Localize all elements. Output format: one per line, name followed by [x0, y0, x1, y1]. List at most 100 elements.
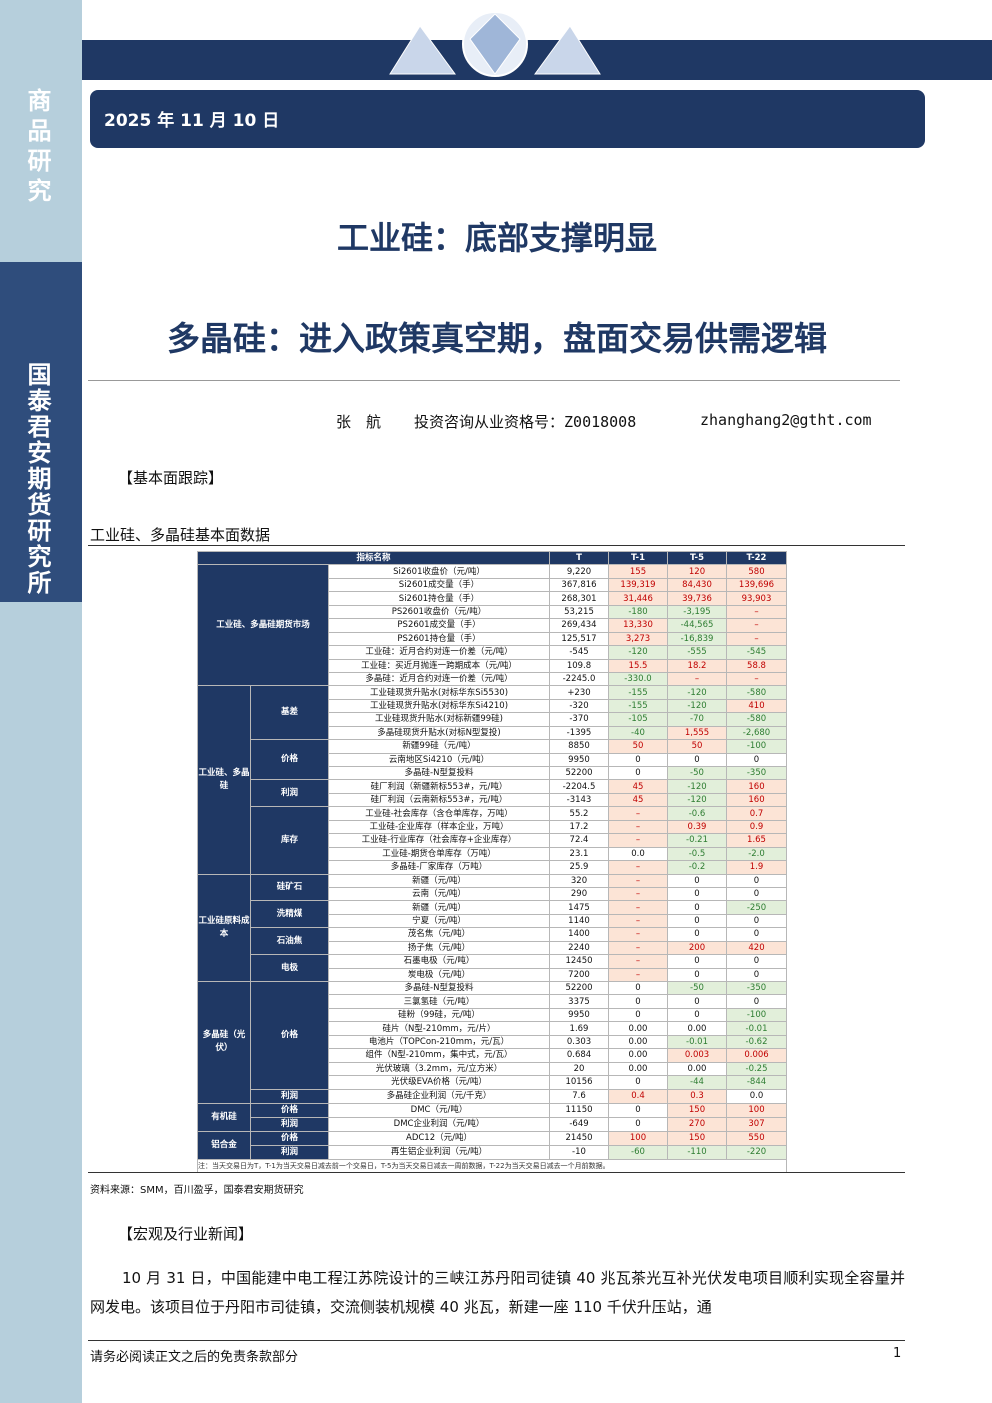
- table-cell: 三氯氢硅（元/吨）: [328, 994, 550, 1009]
- table-cell: -60: [608, 1144, 668, 1160]
- table-cell: 31,446: [608, 591, 668, 606]
- table-cell: T-5: [667, 550, 727, 566]
- table-cell: 9950: [549, 1007, 609, 1023]
- table-cell: 23.1: [549, 846, 609, 862]
- table-row: 库存 工业硅-社会库存（含仓单库存，万吨） 55.2– -0.6 0.7: [198, 806, 787, 875]
- table-cell: -100: [726, 1007, 787, 1023]
- table-cell: 洗精煤: [250, 900, 329, 929]
- table-cell: 7200: [549, 967, 609, 983]
- table-cell: 45: [608, 792, 668, 808]
- table-cell: Si2601收盘价（元/吨）: [328, 564, 550, 579]
- table-cell: 多晶硅现货升贴水(对标N型复投): [328, 725, 550, 741]
- table-cell: -70: [667, 712, 727, 727]
- table-row: 工业硅、多晶硅 基差 工业硅现货升贴水(对标华东Si5530) +230 -155 -12…: [197, 685, 787, 875]
- table-cell: 15.5: [608, 658, 668, 673]
- table-row: 电极 石墨电极（元/吨） 12450–0 0: [198, 954, 787, 982]
- table-cell: 指标名称: [197, 550, 550, 566]
- table-cell: –: [608, 967, 668, 983]
- table-cell: T-22: [726, 550, 787, 566]
- table-cell: 光伏级EVA价格（元/吨）: [328, 1075, 550, 1090]
- table-cell: 50: [667, 739, 727, 754]
- table-cell: 0.00: [608, 1061, 668, 1077]
- table-cell: 21450: [549, 1130, 609, 1146]
- table-cell: –: [726, 631, 787, 647]
- table-cell: 3375: [549, 994, 609, 1009]
- table-cell: 1,555: [667, 725, 727, 741]
- table-caption: 工业硅、多晶硅基本面数据: [90, 526, 271, 544]
- table-cell: -545: [726, 645, 787, 660]
- table-row: 指标名称 T T-1 T-5 T-22: [197, 550, 787, 566]
- table-cell: -0.5: [667, 846, 727, 862]
- table-cell: PS2601收盘价（元/吨）: [328, 604, 550, 620]
- table-cell: -1395: [549, 725, 609, 741]
- table-cell: 电极: [250, 954, 329, 982]
- table-cell: 550: [726, 1130, 787, 1146]
- table-cell: 0.0: [726, 1088, 787, 1104]
- table-cell: –: [608, 900, 668, 915]
- table-cell: 1400: [549, 927, 609, 942]
- table-cell: -2,680: [726, 725, 787, 741]
- table-row: 组件（N型-210mm，集中式，元/瓦） 0.684 0.00 0.003 0.006: [198, 1048, 787, 1063]
- table-cell: 0.303: [549, 1034, 609, 1050]
- table-cell: –: [608, 819, 668, 835]
- table-row: Si2601成交量（手） 367,816 139,319 84,430 139,696: [198, 577, 787, 593]
- table-cell: 0.9: [726, 819, 787, 835]
- table-cell: -330.0: [608, 671, 668, 687]
- table-row: 利润 DMC企业利润（元/吨） -649 0 270 307: [198, 1116, 787, 1132]
- table-cell: -10: [549, 1144, 609, 1160]
- table-cell: -105: [608, 712, 668, 727]
- table-cell: 10156: [549, 1075, 609, 1090]
- title: 工业硅：底部支撑明显: [336, 219, 657, 257]
- table-cell: -350: [726, 765, 787, 781]
- table-cell: 0: [726, 913, 787, 929]
- table-cell: 0: [608, 765, 668, 781]
- table-cell: 电池片（TOPCon-210mm，元/瓦）: [328, 1034, 550, 1050]
- author-name: 张 航: [336, 413, 382, 431]
- table-cell: 0.00: [608, 1048, 668, 1063]
- table-cell: 3,273: [608, 631, 668, 647]
- table-cell: 200: [667, 940, 727, 956]
- table-cell: 100: [608, 1130, 668, 1146]
- table-row: 铝合金 价格 ADC12（元/吨） 21450 100 150 550: [197, 1130, 787, 1160]
- table-cell: 50: [608, 739, 668, 754]
- table-cell: T-1: [608, 550, 668, 566]
- table-row: 多晶硅-厂家库存（万吨） 25.9– -0.2 1.9: [198, 860, 787, 875]
- table-cell: +230: [549, 685, 609, 700]
- table-cell: Si2601成交量（手）: [328, 577, 550, 593]
- table-cell: 价格: [250, 739, 329, 781]
- table-cell: –: [608, 940, 668, 956]
- table-cell: 硅厂利润（新疆新标553#，元/吨）: [328, 779, 550, 794]
- table-cell: –: [608, 833, 668, 848]
- table-cell: -110: [667, 1144, 727, 1160]
- table-cell: 0: [608, 752, 668, 768]
- table-cell: -2245.0: [549, 671, 609, 687]
- table-cell: 工业硅现货升贴水(对标华东Si4210): [328, 698, 550, 714]
- table-cell: –: [608, 873, 668, 888]
- table-cell: 再生铝企业利润（元/吨）: [328, 1144, 550, 1160]
- section-heading: 【宏观及行业新闻】: [118, 1225, 254, 1243]
- table-cell: 石墨电极（元/吨）: [328, 954, 550, 969]
- table-cell: -120: [667, 698, 727, 714]
- table-cell: 367,816: [549, 577, 609, 593]
- table-cell: 0.3: [667, 1088, 727, 1104]
- table-cell: -2204.5: [549, 779, 609, 794]
- table-cell: –: [608, 806, 668, 821]
- table-cell: 硅粉（99硅，元/吨）: [328, 1007, 550, 1023]
- rule: [88, 1340, 905, 1341]
- rule: [88, 1172, 905, 1173]
- table-row: 利润 再生铝企业利润（元/吨） -10 -60 -110 -220: [198, 1144, 787, 1160]
- table-cell: 0.00: [667, 1021, 727, 1036]
- table-row: 石油焦 茂名焦（元/吨） 1400–0 0: [198, 927, 787, 956]
- table-cell: 12450: [549, 954, 609, 969]
- table-row: 多晶硅：近月合约对连一价差（元/吨） -2245.0 -330.0– –: [198, 671, 787, 687]
- table-cell: Si2601持仓量（手）: [328, 591, 550, 606]
- table-cell: 多晶硅：近月合约对连一价差（元/吨）: [328, 671, 550, 687]
- table-cell: 0: [667, 886, 727, 902]
- table-cell: 0.0: [608, 846, 668, 862]
- date: 2025 年 11 月 10 日: [104, 111, 280, 131]
- table-cell: -555: [667, 645, 727, 660]
- table-cell: 铝合金: [197, 1130, 251, 1160]
- table-cell: –: [726, 618, 787, 633]
- table-cell: 0.39: [667, 819, 727, 835]
- table-cell: 160: [726, 779, 787, 794]
